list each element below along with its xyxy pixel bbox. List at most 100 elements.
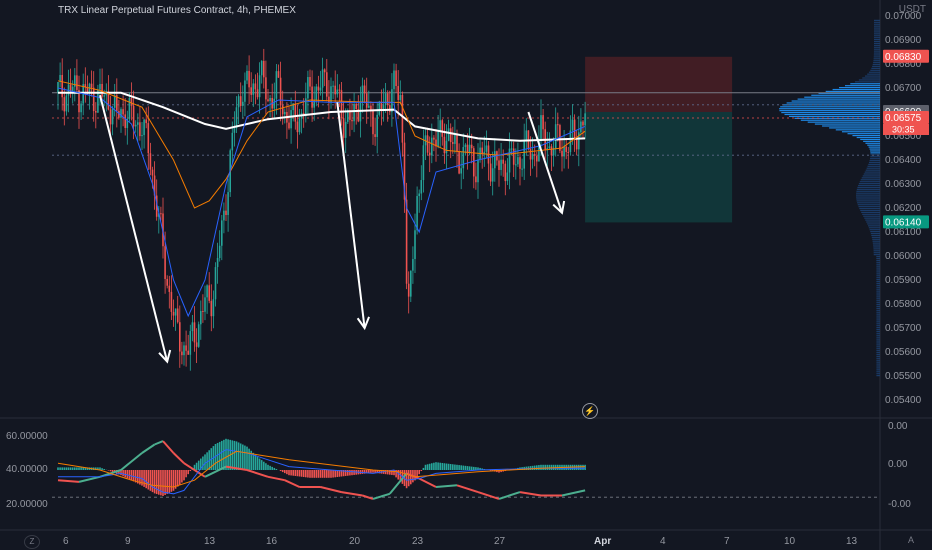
volume-profile-bar	[847, 133, 880, 135]
histogram-bar	[239, 443, 242, 470]
volume-profile-bar	[863, 140, 880, 142]
histogram-bar	[578, 464, 580, 470]
volume-profile-bar	[876, 351, 880, 354]
candle-body	[223, 210, 225, 221]
candle-body	[481, 147, 483, 155]
candle-body	[145, 119, 147, 124]
volume-profile-bar	[874, 21, 880, 23]
histogram-bar	[183, 470, 185, 481]
auto-scale-button[interactable]: A	[907, 535, 914, 545]
histogram-bar	[118, 470, 120, 475]
volume-profile-bar	[858, 183, 880, 185]
volume-profile-bar	[872, 240, 880, 242]
histogram-bar	[326, 470, 328, 478]
candle-body	[418, 193, 420, 197]
volume-profile-bar	[876, 373, 880, 375]
volume-profile-bar	[867, 73, 880, 75]
candle-body	[506, 172, 509, 182]
volume-profile-bar	[873, 50, 880, 52]
volume-profile-bar	[876, 321, 880, 323]
histogram-bar	[84, 467, 87, 470]
candle-body	[557, 124, 559, 126]
volume-profile-bar	[876, 363, 880, 365]
candle-body	[422, 145, 425, 181]
volume-profile-bar	[860, 209, 880, 212]
volume-profile-bar	[780, 106, 880, 108]
volume-profile-bar	[876, 290, 880, 292]
histogram-bar	[307, 470, 309, 478]
candle-body	[561, 150, 563, 157]
volume-profile-bar	[876, 261, 880, 263]
histogram-bar	[164, 470, 166, 495]
histogram-bar	[338, 470, 341, 477]
histogram-bar	[269, 465, 271, 470]
candle-body	[536, 155, 538, 162]
volume-profile-bar	[873, 254, 880, 256]
histogram-bar	[281, 470, 284, 473]
time-tick-label: 4	[660, 536, 666, 547]
volume-profile-bar	[870, 152, 880, 154]
volume-profile-bar	[866, 221, 880, 223]
candle-body	[403, 142, 406, 200]
candle-body	[227, 192, 229, 215]
volume-profile-bar	[868, 71, 880, 73]
candle-body	[284, 111, 286, 115]
histogram-bar	[305, 470, 307, 478]
histogram-bar	[311, 470, 313, 478]
histogram-bar	[267, 464, 269, 470]
candle-body	[502, 159, 504, 164]
histogram-bar	[384, 470, 387, 475]
candle-body	[328, 96, 330, 103]
volume-profile-bar	[876, 279, 880, 281]
zoom-reset-button[interactable]: Z	[24, 535, 40, 549]
candle-body	[118, 110, 120, 118]
candle-body	[389, 105, 391, 113]
candle-body	[515, 164, 517, 166]
candle-body	[206, 285, 208, 298]
candle-body	[548, 146, 551, 149]
volume-profile-bar	[868, 161, 880, 164]
candle-body	[468, 144, 471, 154]
histogram-bar	[533, 465, 536, 470]
last-price-tag: 0.06575	[885, 113, 922, 124]
candle-body	[193, 322, 196, 343]
candle-body	[500, 159, 502, 170]
histogram-bar	[250, 450, 252, 470]
volume-profile-bar	[860, 179, 880, 181]
histogram-bar	[76, 467, 78, 470]
histogram-bar	[437, 462, 439, 470]
volume-profile-bar	[876, 319, 880, 321]
volume-profile-bar	[876, 330, 880, 333]
histogram-bar	[397, 470, 399, 480]
candle-body	[254, 83, 257, 90]
histogram-bar	[248, 448, 250, 470]
candle-body	[166, 278, 168, 286]
histogram-bar	[313, 470, 315, 478]
oscillator-line-segment	[78, 475, 101, 483]
volume-profile-bar	[862, 175, 880, 177]
histogram-bar	[130, 470, 133, 481]
volume-profile-bar	[876, 336, 880, 338]
volume-profile-bar	[869, 159, 880, 162]
volume-profile-bar	[876, 305, 880, 308]
histogram-bar	[441, 462, 444, 470]
histogram-bar	[279, 470, 282, 472]
arrow-drawing	[527, 111, 563, 214]
histogram-bar	[286, 470, 288, 475]
volume-profile-bar	[860, 138, 880, 141]
price-tick-label: 0.05500	[885, 371, 922, 382]
volume-profile-bar	[876, 340, 880, 342]
candle-body	[90, 83, 93, 88]
histogram-bar	[187, 470, 189, 475]
candle-body	[523, 140, 525, 169]
bolt-icon[interactable]: ⚡	[582, 403, 598, 419]
volume-profile-bar	[859, 207, 880, 210]
volume-profile-bar	[876, 367, 880, 369]
time-tick-label: Apr	[594, 536, 611, 547]
volume-profile-bar	[871, 234, 880, 237]
candle-body	[330, 86, 332, 103]
volume-profile-bar	[876, 313, 880, 315]
histogram-bar	[168, 470, 171, 493]
